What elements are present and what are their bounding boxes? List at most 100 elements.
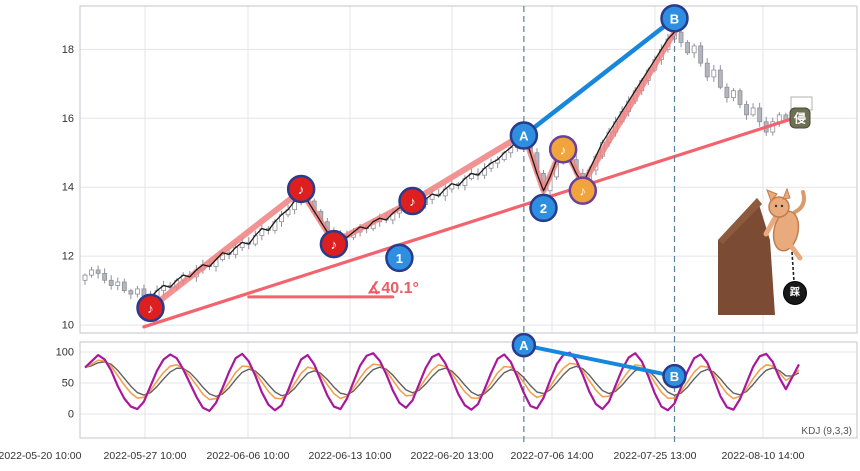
ab-line-kdj	[521, 343, 677, 379]
marker-note[interactable]: ♪	[319, 229, 349, 259]
candle	[704, 62, 710, 78]
marker-B[interactable]: B	[662, 363, 687, 389]
marker-A[interactable]: A	[511, 332, 537, 358]
kdj-layer	[84, 351, 800, 412]
candle	[121, 281, 127, 292]
marker-circle	[568, 176, 598, 205]
cat-eye-left	[774, 204, 778, 208]
kdj-indicator-label: KDJ (9,3,3)	[801, 426, 852, 437]
marker-label: 2	[540, 201, 547, 216]
marker-circle	[398, 186, 427, 216]
hanging-ball	[783, 281, 807, 305]
candle	[82, 274, 88, 281]
marker-circle	[136, 293, 165, 323]
candle	[102, 273, 108, 281]
candle	[731, 90, 736, 99]
marker-note[interactable]: ♪	[398, 186, 427, 216]
x-tick-label: 2022-06-20 13:00	[411, 450, 494, 462]
y-tick-label: 12	[62, 251, 74, 263]
kdj-panel-border	[79, 341, 858, 439]
trendlines-layer	[142, 114, 801, 329]
marker-circle	[548, 135, 578, 164]
candle	[744, 104, 749, 116]
marker-note[interactable]: ♪	[286, 174, 316, 204]
x-tick-label: 2022-06-06 10:00	[207, 450, 290, 462]
candle	[750, 107, 756, 116]
candles-layer	[82, 27, 802, 303]
marker-label: 1	[396, 251, 403, 266]
y-tick-label: 16	[62, 113, 74, 125]
candle	[108, 279, 114, 286]
marker-A[interactable]: A	[509, 121, 539, 150]
markers-layer: ♪ ♪ ♪ ♪ 1 2 A B ♪ ♪ A B	[136, 4, 689, 389]
candle	[691, 45, 697, 54]
candle	[115, 281, 121, 286]
halt-badge-char: 侵	[793, 111, 806, 126]
cat-front-leg	[763, 213, 779, 237]
cat-ear-left	[766, 189, 778, 202]
hanging-ball-char: 踩	[790, 286, 800, 299]
candle	[95, 269, 101, 274]
y-tick-label: 14	[62, 182, 74, 194]
music-note-icon: ♪	[580, 184, 587, 199]
trend-end-tag: 侵	[789, 96, 813, 129]
cat-body	[772, 210, 800, 252]
music-note-icon: ♪	[409, 194, 416, 209]
music-note-icon: ♪	[560, 142, 567, 157]
marker-1[interactable]: 1	[385, 243, 414, 273]
candle	[776, 114, 782, 123]
marker-label: B	[670, 369, 679, 384]
cat-ear-right	[782, 187, 791, 200]
candle	[757, 107, 763, 123]
marker-circle	[509, 121, 539, 150]
candle	[711, 69, 717, 78]
music-note-icon: ♪	[298, 182, 305, 197]
cliff-edge-highlight	[718, 198, 762, 244]
cat-eye-right	[780, 204, 784, 208]
cliff-cat-illustration: 踩	[718, 187, 807, 315]
cat-hind-leg	[788, 243, 803, 261]
marker-circle	[511, 332, 537, 358]
marker-circle	[660, 4, 689, 33]
x-tick-label: 2022-07-06 14:00	[511, 450, 594, 462]
candle	[698, 45, 704, 64]
candle	[724, 86, 730, 99]
x-tick-label: 2022-08-10 14:00	[722, 450, 805, 462]
marker-circle	[319, 229, 349, 259]
candle	[128, 290, 134, 295]
x-tick-label: 2022-07-25 13:00	[614, 450, 697, 462]
candle	[134, 288, 140, 295]
rope	[791, 251, 795, 283]
candle	[89, 269, 94, 276]
marker-note[interactable]: ♪	[136, 293, 165, 323]
marker-note[interactable]: ♪	[548, 135, 578, 164]
candle	[685, 42, 690, 54]
angle-label: ∡40.1°	[367, 280, 419, 297]
cat-head	[768, 196, 790, 218]
x-tick-label: 2022-05-20 10:00	[0, 450, 82, 462]
candle	[737, 90, 743, 105]
marker-note[interactable]: ♪	[568, 176, 598, 205]
music-note-icon: ♪	[147, 301, 154, 316]
halt-badge[interactable]	[789, 107, 811, 129]
cat-tail	[793, 190, 806, 214]
marker-2[interactable]: 2	[529, 193, 558, 223]
kdj-tick-label: 50	[62, 378, 74, 390]
marker-circle	[385, 243, 414, 273]
y-tick-label: 10	[62, 320, 74, 332]
marker-circle	[529, 193, 558, 223]
marker-B[interactable]: B	[660, 4, 689, 33]
y-tick-label: 18	[62, 44, 74, 56]
ab-lines-layer	[521, 16, 677, 379]
marker-circle	[662, 363, 687, 389]
ab-line-main	[521, 16, 677, 138]
kdj-tick-label: 0	[68, 409, 74, 421]
music-note-icon: ♪	[331, 237, 338, 252]
support-trendline	[142, 114, 801, 329]
kdj-k-line	[84, 359, 800, 401]
kdj-j-line	[84, 351, 800, 412]
candle	[717, 69, 723, 88]
